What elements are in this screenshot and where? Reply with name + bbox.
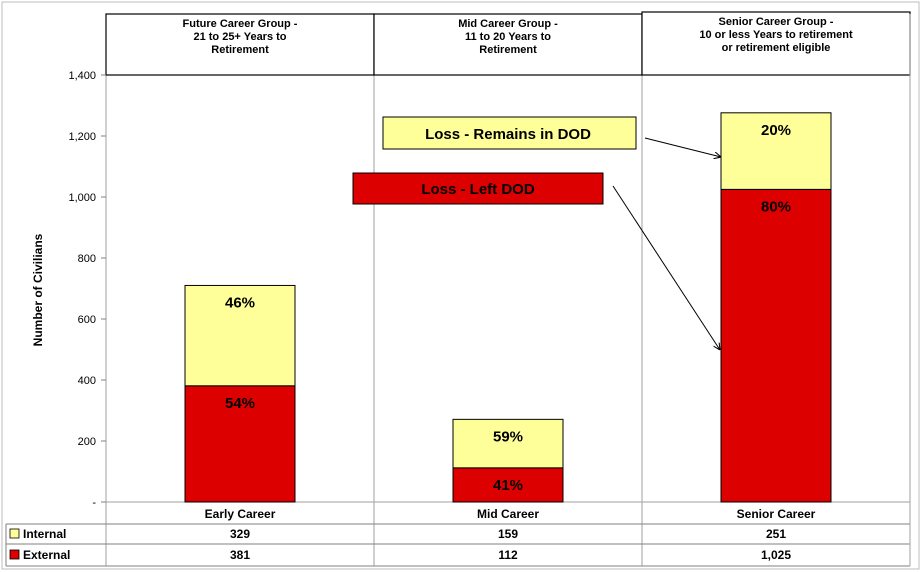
table-cell: 159 xyxy=(498,527,518,541)
y-tick-label: 200 xyxy=(78,436,96,448)
y-tick-label: 600 xyxy=(78,314,96,326)
bar-internal xyxy=(184,284,296,387)
bar-percent-label: 46% xyxy=(225,294,255,311)
bar-percent-label: 20% xyxy=(761,122,791,139)
bar-external xyxy=(452,467,564,503)
group-header-box xyxy=(105,13,375,76)
callout-label: Loss - Remains in DOD xyxy=(425,126,591,143)
callout-arrow xyxy=(644,137,721,157)
bar-percent-label: 80% xyxy=(761,198,791,215)
callout-label: Loss - Left DOD xyxy=(421,181,535,198)
x-tick-label: Early Career xyxy=(205,507,276,521)
group-header-line: 10 or less Years to retirement xyxy=(699,29,853,41)
group-header-line: Retirement xyxy=(211,44,269,56)
table-cell: 251 xyxy=(766,527,786,541)
x-tick-label: Senior Career xyxy=(737,507,816,521)
table-cell: 1,025 xyxy=(761,548,791,562)
table-cell: 381 xyxy=(230,548,250,562)
y-tick-label: - xyxy=(92,497,96,509)
group-headers: Future Career Group -21 to 25+ Years toR… xyxy=(105,11,911,76)
table-cell: 329 xyxy=(230,527,250,541)
bar-percent-label: 59% xyxy=(493,428,523,445)
bar-external xyxy=(720,188,832,503)
group-header-box xyxy=(373,13,643,76)
callout-box xyxy=(352,172,604,205)
y-tick-label: 1,200 xyxy=(68,131,96,143)
data-table: Early Career Mid Career Senior Career Inter… xyxy=(5,14,911,567)
bar-percent-label: 54% xyxy=(225,395,255,412)
bar-internal xyxy=(452,418,564,469)
bar-internal xyxy=(720,112,832,190)
bars: 54% 46% 41% 59% 80% 20% xyxy=(184,112,832,503)
y-tick-label: 1,400 xyxy=(68,70,96,82)
group-header-line: 11 to 20 Years to xyxy=(465,31,551,43)
bar-percent-label: 41% xyxy=(493,477,523,494)
y-tick-label: 800 xyxy=(78,253,96,265)
group-header-line: Future Career Group - xyxy=(183,18,298,30)
callout-box xyxy=(382,116,637,150)
legend-swatch xyxy=(9,528,20,539)
bar-external xyxy=(184,385,296,503)
legend-label: External xyxy=(23,548,70,562)
group-header-line: Senior Career Group - xyxy=(719,16,834,28)
x-tick-label: Mid Career xyxy=(477,507,539,521)
legend-swatch xyxy=(9,549,20,560)
annotations: Loss - Remains in DOD Loss - Left DOD xyxy=(352,116,721,350)
y-axis: Number of Civilians - 200 400 600 800 1,000 1,… xyxy=(31,70,106,509)
group-header-line: Mid Career Group - xyxy=(458,18,558,30)
group-header-box xyxy=(641,11,911,76)
table-cell: 112 xyxy=(498,548,518,562)
group-header-line: 21 to 25+ Years to xyxy=(193,31,286,43)
group-header-line: or retirement eligible xyxy=(722,42,831,54)
group-header-line: Retirement xyxy=(479,44,537,56)
y-tick-label: 400 xyxy=(78,375,96,387)
y-axis-title: Number of Civilians xyxy=(31,233,45,346)
legend-label: Internal xyxy=(23,527,66,541)
callout-arrow xyxy=(612,185,720,350)
y-tick-label: 1,000 xyxy=(68,192,96,204)
